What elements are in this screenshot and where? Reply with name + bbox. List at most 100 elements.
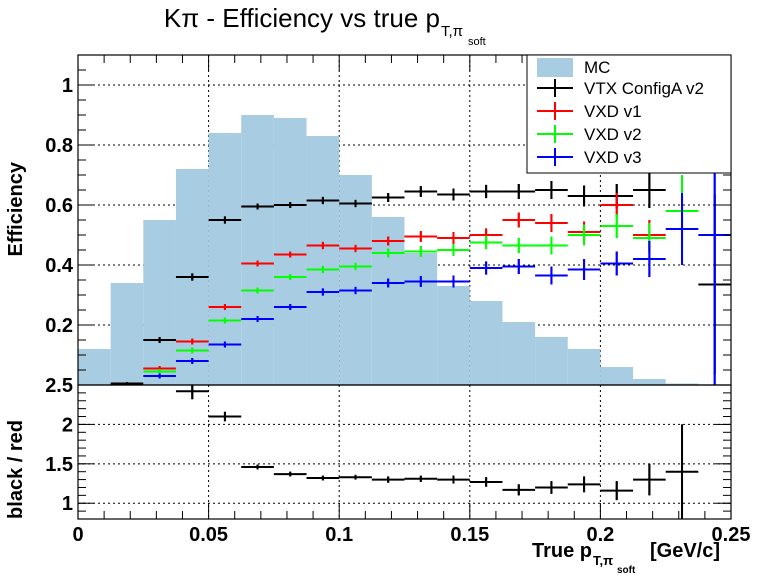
vxd-v1-point [502,212,536,228]
vtx-point [502,184,536,199]
legend-label-vxd-v1: VXD v1 [584,102,642,121]
vxd-v3-point [339,286,372,295]
mc-bar [535,337,568,385]
chart-title-subsubscript: soft [468,36,486,48]
x-tick-label: 0.15 [450,524,489,546]
top-y-tick-label: 1 [62,75,73,97]
ratio-point [665,424,699,519]
vtx-point [208,216,242,224]
vxd-v3-point [306,288,340,296]
vtx-point [273,202,307,208]
bottom-y-tick-label: 1.5 [45,454,73,476]
mc-bar [633,379,666,385]
ratio-point [633,463,666,496]
ratio-point [437,475,470,484]
mc-bar [502,322,536,385]
bottom-gridlines [78,385,731,519]
ratio-point [535,481,568,494]
ratio-point [273,471,307,477]
ratio-point [567,476,601,493]
bottom-plot-border [77,384,732,520]
vxd-v3-point [665,193,699,265]
x-tick-label: 0.25 [712,524,751,546]
vxd-v2-point [600,214,634,238]
vxd-v3-point [535,266,568,285]
vxd-v2-point [273,274,307,280]
mc-bar [665,383,699,385]
ratio-point [306,475,340,481]
ratio-point [404,475,438,482]
bottom-y-tick-label: 1 [62,493,73,515]
vxd-v1-point [306,241,340,250]
ratio-point [371,476,405,483]
vxd-v1-point [371,236,405,246]
vtx-point [535,181,568,199]
vtx-point [143,337,176,343]
vxd-v3-point [437,275,470,288]
ratio-panel: 11.522.50 0.05 0.1 0.15 0.2 0.25 black / red … [5,375,750,576]
mc-bar [567,349,601,385]
vxd-v1-point [241,260,274,267]
top-y-tick-label: 0.2 [45,315,73,337]
x-tick-label: 0.2 [586,524,614,546]
ratio-point [241,464,274,470]
ratio-points [175,385,699,519]
vxd-v1-point [175,338,209,345]
chart-title: Kπ - Efficiency vs true p [164,3,440,33]
vtx-point [469,184,503,199]
vxd-v2-point [208,317,242,324]
vtx-point [567,185,601,207]
mc-bar [78,349,111,385]
mc-bar [241,115,274,385]
vxd-v3-point [600,251,634,276]
bottom-y-axis-label: black / red [5,420,27,519]
efficiency-panel: 0.2 0.4 0.6 0.8 1 Efficiency MC VTX ConfigA … [5,54,732,386]
legend-label-vxd-v3: VXD v3 [584,148,642,167]
legend-label-mc: MC [584,58,610,77]
x-tick-label: 0.1 [325,524,353,546]
x-axis-label: True p [532,540,592,562]
legend-entry-vxd-v2: VXD v2 [537,125,642,144]
mc-bar [339,175,372,385]
legend-swatch-mc [537,58,573,77]
vxd-v2-point [535,236,568,255]
legend-label-vtx: VTX ConfigA v2 [584,79,704,98]
vtx-point [175,273,209,281]
vxd-v3-point [208,341,242,348]
ratio-point [339,474,372,480]
legend-entry-mc: MC [537,58,610,77]
mc-histogram [78,115,699,385]
vxd-v1-point [535,214,568,232]
top-y-tick-label: 0.8 [45,135,73,157]
vxd-v3-point [371,278,405,288]
ratio-point [175,385,209,400]
vxd-v1-point [273,251,307,258]
top-y-axis-label: Efficiency [5,161,27,256]
vxd-v2-point [175,347,209,354]
vxd-v3-point [567,259,601,280]
mc-bar [469,301,503,385]
vxd-v2-point [502,238,536,253]
vxd-v2-point [143,369,176,374]
vxd-v1-point [208,304,242,310]
legend-entry-vxd-v3: VXD v3 [537,148,642,167]
vxd-v2-point [437,244,470,256]
x-tick-label: 0 [72,524,83,546]
vtx-point [371,193,405,202]
ratio-point [502,484,536,496]
vxd-v2-point [241,287,274,294]
vxd-v2-point [339,262,372,271]
legend-entry-vxd-v1: VXD v1 [537,102,642,121]
bottom-y-tick-label: 2 [62,414,73,436]
legend: MC VTX ConfigA v2 VXD v1 VXD v2 VXD v3 [526,54,732,174]
x-axis-label-subscript: T,π [593,553,613,568]
vtx-point [306,196,340,205]
mc-bar [306,136,340,385]
vxd-v3-point [502,259,536,274]
ratio-point [208,411,242,422]
vxd-v2-point [404,246,438,257]
vxd-v3-point [633,241,666,277]
vxd-v3-point [404,276,438,287]
bottom-axis-ticks: 1 1.5 2 2.5 0 0.05 0.1 0.15 0.2 0.25 [45,375,750,546]
